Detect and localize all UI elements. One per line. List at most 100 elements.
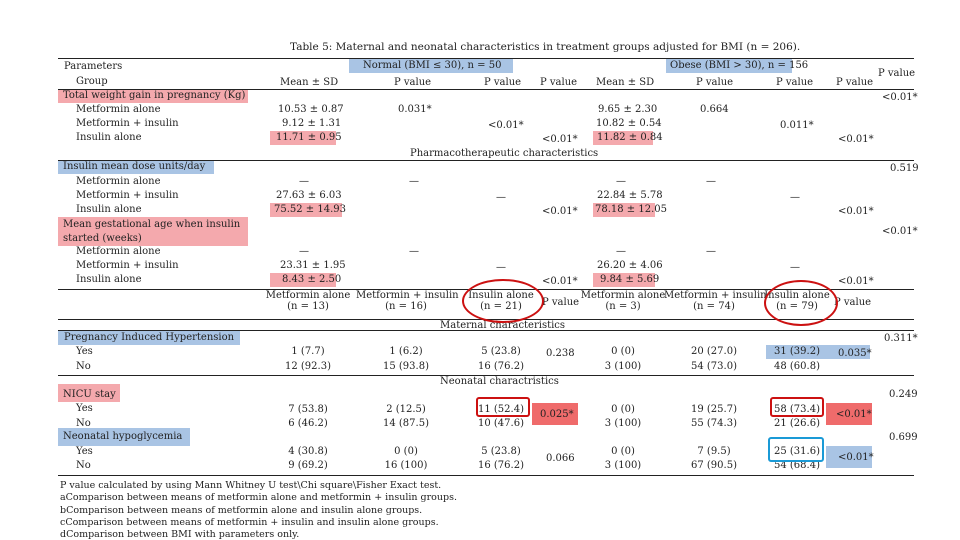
hypo-yes-p2: <0.01*: [838, 452, 874, 463]
pih-no-c2: 15 (93.8): [383, 361, 429, 372]
gest-label-highlight: [58, 217, 248, 246]
gest-row-2-pb2: —: [790, 262, 800, 273]
gest-row-3-m2: 9.84 ± 5.69: [600, 274, 660, 285]
pih-yes-c5: 20 (27.0): [691, 346, 737, 357]
hypo-yes-c6: 25 (31.6): [774, 446, 820, 457]
nicu-yes-label: Yes: [76, 403, 93, 414]
dose-row-3-m1: 75.52 ± 14.93: [274, 204, 346, 215]
insulin-alone-obese-ring: [764, 280, 838, 326]
header-rule: [58, 89, 914, 90]
dose-pd: 0.519: [890, 163, 919, 174]
gest-insulin-highlight-1: [270, 273, 336, 287]
pih-no-c3: 16 (76.2): [478, 361, 524, 372]
nicu-no-label: No: [76, 418, 91, 429]
table-title: Table 5: Maternal and neonatal character…: [290, 41, 801, 53]
gest-row-1-m2: —: [616, 246, 626, 257]
obese-group-highlight: [666, 59, 792, 73]
hypo-label: Neonatal hypoglycemia: [63, 431, 183, 442]
footnote-2: aComparison between means of metformin a…: [60, 492, 457, 503]
gest-row-2-group: Metformin + insulin: [76, 260, 179, 271]
obese-group-header: Obese (BMI > 30), n = 156: [670, 60, 809, 71]
gest-row-3-pc1: <0.01*: [542, 276, 578, 287]
pih-yes-c4: 0 (0): [611, 346, 635, 357]
gest-row-2-pb1: —: [496, 262, 506, 273]
dose-row-1-group: Metformin alone: [76, 176, 161, 187]
maternal-rule: [58, 330, 914, 331]
gest-pd: <0.01*: [882, 226, 918, 237]
dose-label: Insulin mean dose units/day: [63, 161, 206, 172]
hypo-yes-c2: 0 (0): [394, 446, 418, 457]
pih-yes-c6: 31 (39.2): [774, 346, 820, 357]
hypo-no-c6: 54 (68.4): [774, 460, 820, 471]
top-rule: [58, 58, 914, 59]
gest-row-3-pc2: <0.01*: [838, 276, 874, 287]
maternal-heading: Maternal characteristics: [440, 320, 566, 331]
nicu-no-c6: 21 (26.6): [774, 418, 820, 429]
parameters-header: Parameters: [64, 61, 123, 72]
nicu-yes-c6: 58 (73.4): [774, 404, 820, 415]
gest-row-3-m1: 8.43 ± 2.50: [282, 274, 342, 285]
hypo-no-c5: 67 (90.5): [691, 460, 737, 471]
gest-row-1-pa2: —: [706, 246, 716, 257]
dose-row-1-m2: —: [616, 176, 626, 187]
mean-sd-header-1: Mean ± SD: [280, 77, 339, 88]
dose-insulin-highlight-2: [593, 203, 655, 217]
pvalue-b-header-2: P value: [776, 77, 814, 88]
h2-group-5: Metformin + insulin (n = 74): [664, 290, 767, 312]
nicu-yes-c1: 7 (53.8): [288, 404, 328, 415]
pvalue-c-header-2: P value: [836, 77, 874, 88]
pih-label-highlight: [58, 331, 240, 345]
insulin-alone-normal-ring: [462, 279, 544, 323]
dose-insulin-highlight-1: [270, 203, 342, 217]
weight-label-highlight: [58, 89, 248, 103]
hypo-yes-c5: 7 (9.5): [697, 446, 731, 457]
dose-row-2-pb1: —: [496, 192, 506, 203]
group-header: Group: [76, 76, 108, 87]
hypo-yes-c4: 0 (0): [611, 446, 635, 457]
nicu-obese-p-highlight: [826, 403, 872, 425]
dose-row-1-m1: —: [299, 176, 309, 187]
pvalue-b-header-1: P value: [484, 77, 522, 88]
nicu-label-highlight: [58, 384, 120, 402]
nicu-yes-c3: 11 (52.4): [478, 404, 524, 415]
dose-row-1-pa1: —: [409, 176, 419, 187]
hypo-obese-insulin-box: [768, 437, 824, 462]
weight-row-1-pa2: 0.664: [700, 104, 729, 115]
nicu-normal-p-highlight: [532, 403, 578, 425]
weight-label: Total weight gain in pregnancy (Kg): [63, 90, 246, 101]
weight-row-1-m1: 10.53 ± 0.87: [278, 104, 344, 115]
hypo-yes-c3: 5 (23.8): [481, 446, 521, 457]
h2-pvalue-2: P value: [834, 297, 872, 308]
pvalue-d-header: P value: [878, 68, 916, 79]
nicu-no-c4: 3 (100): [604, 418, 642, 429]
pih-yes-c1: 1 (7.7): [291, 346, 325, 357]
pih-no-c6: 48 (60.8): [774, 361, 820, 372]
pih-obese-insulin-highlight: [766, 345, 870, 359]
bottom-rule: [58, 475, 914, 476]
weight-row-1-pa1: 0.031*: [398, 104, 432, 115]
pih-yes-p2: 0.035*: [838, 348, 872, 359]
pih-no-c1: 12 (92.3): [285, 361, 331, 372]
pharma-rule: [58, 160, 914, 161]
nicu-normal-insulin-box: [476, 397, 530, 417]
pih-no-c4: 3 (100): [604, 361, 642, 372]
gest-insulin-highlight-2: [593, 273, 655, 287]
dose-row-3-pc2: <0.01*: [838, 206, 874, 217]
hypo-no-c2: 16 (100): [384, 460, 428, 471]
weight-row-2-pb2: 0.011*: [780, 120, 814, 131]
gest-row-2-m1: 23.31 ± 1.95: [280, 260, 346, 271]
gest-row-1-group: Metformin alone: [76, 246, 161, 257]
h2-pvalue-1: P value: [542, 297, 580, 308]
footnote-4: cComparison between means of metformin +…: [60, 517, 439, 528]
pih-pd: 0.311*: [884, 333, 918, 344]
weight-row-1-m2: 9.65 ± 2.30: [598, 104, 658, 115]
weight-insulin-highlight-2: [593, 131, 653, 145]
hypo-no-c4: 3 (100): [604, 460, 642, 471]
weight-row-3-pc2: <0.01*: [838, 134, 874, 145]
nicu-yes-p2: <0.01*: [836, 409, 872, 420]
dose-row-2-pb2: —: [790, 192, 800, 203]
weight-pd: <0.01*: [882, 92, 918, 103]
hypo-yes-p1: 0.066: [546, 453, 575, 464]
hypo-yes-label: Yes: [76, 446, 93, 457]
weight-row-2-m1: 9.12 ± 1.31: [282, 118, 342, 129]
